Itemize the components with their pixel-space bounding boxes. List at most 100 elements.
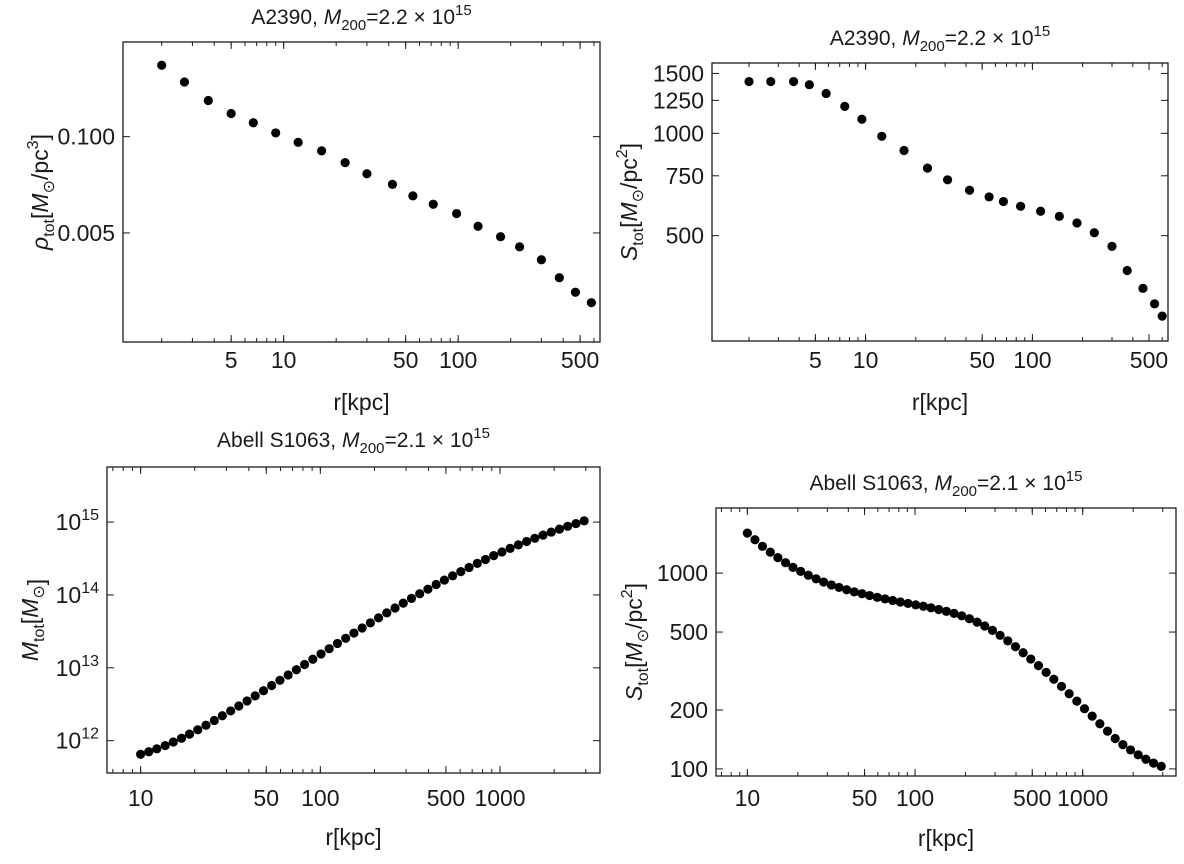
x-tick-label: 500: [427, 785, 465, 811]
y-tick-label: 750: [666, 163, 704, 189]
data-point: [922, 163, 933, 173]
data-point: [267, 680, 277, 691]
data-point: [1138, 283, 1148, 293]
y-tick-label: 1013: [56, 653, 99, 681]
y-tick-label: 100: [670, 756, 708, 782]
data-point: [1079, 704, 1090, 714]
data-point: [362, 169, 372, 179]
y-axis-label: Stot[M⊙/pc2]: [614, 143, 647, 261]
data-point: [880, 594, 890, 604]
data-point: [398, 598, 408, 608]
data-point: [1087, 711, 1097, 721]
data-point: [271, 128, 281, 138]
x-tick-label: 10: [735, 785, 761, 811]
x-tick-label: 500: [1130, 347, 1168, 373]
chart-title: A2390, M200=2.2 × 1015: [830, 23, 1050, 55]
data-point: [840, 101, 850, 111]
y-tick-label: 1014: [56, 580, 99, 608]
chart-title: A2390, M200=2.2 × 1015: [251, 2, 471, 34]
data-point: [431, 579, 441, 590]
data-point: [136, 749, 146, 759]
y-axis-label: Stot[M⊙/pc2]: [619, 583, 652, 701]
x-axis-label: r[kpc]: [918, 825, 974, 851]
data-point: [1003, 636, 1013, 646]
data-point: [184, 729, 195, 739]
data-point: [1107, 241, 1117, 251]
data-point: [1054, 211, 1064, 221]
data-point: [387, 179, 398, 189]
data-point: [217, 711, 227, 721]
data-point: [489, 551, 499, 561]
data-point: [563, 521, 573, 531]
data-point: [324, 644, 334, 654]
data-point: [283, 670, 293, 680]
data-point: [987, 625, 998, 635]
chart-title: Abell S1063, M200=2.1 × 1015: [810, 468, 1083, 500]
data-point: [964, 185, 975, 195]
data-point: [448, 571, 458, 581]
data-point: [895, 597, 905, 607]
x-tick-label: 100: [301, 785, 339, 811]
data-point: [495, 232, 506, 242]
y-tick-label: 1012: [56, 726, 99, 754]
data-point: [903, 598, 913, 609]
data-point: [750, 535, 760, 545]
data-point: [1016, 201, 1026, 211]
plot-frame: [106, 466, 601, 774]
data-point: [473, 221, 483, 231]
data-point: [571, 518, 581, 529]
data-point: [1056, 681, 1067, 691]
x-tick-label: 1000: [474, 785, 525, 811]
data-point: [788, 562, 798, 572]
data-point: [536, 255, 547, 265]
plot-frame: [122, 41, 601, 343]
data-point: [803, 570, 813, 580]
data-point: [1133, 750, 1143, 760]
data-point: [497, 547, 507, 557]
data-point: [340, 158, 350, 168]
y-tick-label: 1015: [56, 507, 99, 535]
data-point: [742, 528, 752, 538]
data-point: [804, 80, 814, 90]
x-tick-label: 100: [1013, 347, 1051, 373]
data-point: [586, 298, 596, 308]
data-point: [168, 737, 178, 747]
data-point: [1110, 733, 1120, 744]
data-point: [1149, 299, 1160, 309]
data-point: [926, 603, 936, 613]
data-point: [226, 108, 236, 119]
data-point: [317, 146, 327, 156]
data-point: [546, 527, 556, 537]
data-point: [877, 131, 887, 141]
data-point: [439, 575, 449, 585]
data-point: [248, 118, 258, 128]
data-point: [1041, 667, 1051, 678]
data-point: [456, 567, 466, 577]
data-point: [934, 604, 944, 615]
data-point: [201, 720, 211, 730]
x-tick-label: 500: [561, 347, 599, 373]
data-point: [357, 623, 367, 633]
data-point: [293, 137, 303, 147]
x-tick-label: 5: [809, 347, 822, 373]
y-tick-label: 1000: [653, 120, 704, 146]
data-point: [1157, 311, 1167, 321]
data-point: [995, 630, 1005, 640]
data-point: [980, 621, 990, 631]
x-tick-label: 100: [896, 785, 934, 811]
data-point: [834, 582, 844, 593]
x-tick-label: 100: [439, 347, 477, 373]
data-point: [349, 628, 359, 638]
data-point: [538, 530, 548, 540]
data-point: [308, 654, 318, 664]
y-axis-label: Mtot[M⊙]: [17, 579, 49, 661]
data-point: [1148, 758, 1159, 768]
data-point: [1089, 228, 1099, 238]
data-point: [984, 192, 994, 202]
x-axis-label: r[kpc]: [325, 824, 381, 850]
data-point: [144, 747, 154, 757]
data-point: [415, 589, 425, 599]
data-point: [480, 554, 491, 565]
data-point: [872, 592, 882, 602]
